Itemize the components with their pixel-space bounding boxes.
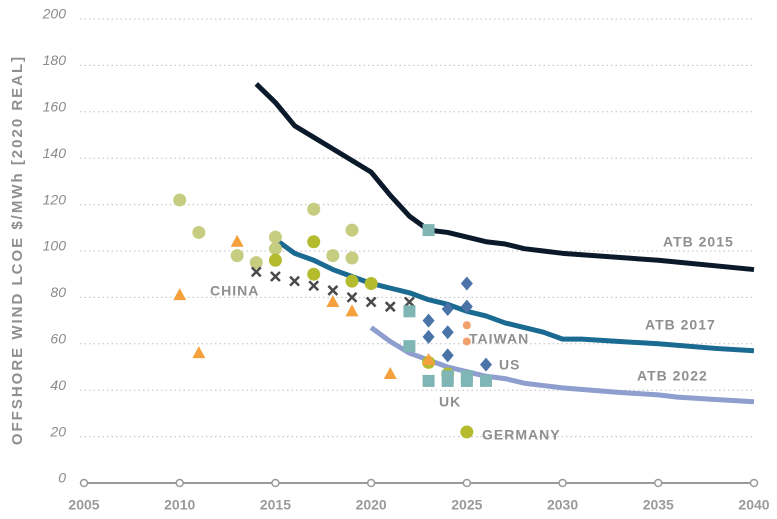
x-tick-label: 2035 bbox=[643, 497, 674, 513]
point bbox=[364, 276, 378, 290]
point bbox=[230, 249, 244, 263]
point bbox=[422, 353, 436, 366]
series-label: ATB 2017 bbox=[645, 317, 716, 333]
y-tick-label: 100 bbox=[43, 238, 67, 254]
point bbox=[462, 321, 471, 330]
point bbox=[422, 329, 435, 344]
y-tick-label: 200 bbox=[42, 6, 67, 22]
point bbox=[268, 230, 282, 244]
x-tick-label: 2025 bbox=[451, 497, 482, 513]
point bbox=[268, 253, 282, 267]
series-label: CHINA bbox=[210, 283, 259, 299]
point bbox=[345, 274, 359, 288]
point bbox=[268, 242, 282, 256]
point bbox=[327, 285, 339, 296]
point bbox=[346, 292, 358, 303]
point bbox=[404, 296, 415, 308]
x-tick-mark bbox=[79, 478, 89, 488]
x-tick-mark bbox=[366, 478, 376, 488]
x-tick-label: 2020 bbox=[356, 497, 387, 513]
point bbox=[308, 280, 320, 292]
point bbox=[383, 366, 397, 379]
point bbox=[326, 249, 340, 263]
point bbox=[460, 370, 473, 383]
y-tick-label: 80 bbox=[50, 284, 66, 300]
y-tick-label: 20 bbox=[49, 423, 66, 439]
point bbox=[441, 348, 454, 363]
point bbox=[441, 370, 454, 383]
point bbox=[441, 302, 454, 316]
point bbox=[230, 234, 244, 247]
x-tick-mark bbox=[462, 478, 472, 488]
point bbox=[365, 296, 377, 308]
point bbox=[460, 425, 474, 439]
point bbox=[307, 202, 321, 216]
y-tick-label: 180 bbox=[43, 52, 67, 68]
point bbox=[441, 325, 454, 340]
series-label: UK bbox=[439, 394, 461, 410]
line bbox=[369, 325, 755, 405]
point bbox=[192, 225, 206, 239]
line bbox=[273, 237, 755, 354]
series-label: TAIWAN bbox=[469, 331, 529, 347]
y-tick-label: 120 bbox=[43, 191, 67, 207]
point bbox=[462, 337, 471, 346]
point bbox=[270, 271, 281, 282]
point bbox=[250, 266, 262, 278]
point bbox=[307, 267, 321, 281]
point bbox=[345, 304, 359, 317]
x-tick-mark bbox=[558, 478, 567, 488]
point bbox=[289, 275, 300, 287]
x-tick-mark bbox=[175, 478, 184, 488]
point bbox=[480, 374, 492, 387]
y-tick-label: 140 bbox=[43, 145, 67, 161]
point bbox=[384, 301, 396, 313]
point bbox=[326, 295, 340, 308]
y-tick-label: 60 bbox=[50, 331, 66, 347]
point bbox=[173, 288, 187, 301]
series-label: US bbox=[499, 357, 520, 373]
point bbox=[192, 346, 206, 359]
point bbox=[422, 374, 435, 387]
series-label: ATB 2015 bbox=[663, 234, 734, 250]
point bbox=[480, 357, 492, 372]
point bbox=[422, 224, 435, 237]
point bbox=[460, 276, 473, 291]
point bbox=[173, 193, 187, 207]
y-tick-label: 0 bbox=[58, 470, 66, 486]
series-label: ATB 2022 bbox=[637, 368, 708, 384]
point bbox=[403, 305, 416, 318]
point bbox=[422, 313, 435, 328]
x-tick-label: 2010 bbox=[164, 497, 195, 513]
series-label: GERMANY bbox=[482, 427, 561, 443]
point bbox=[345, 251, 359, 265]
x-tick-mark bbox=[654, 478, 663, 488]
y-axis-title: OFFSHORE WIND LCOE $/MWh [2020 REAL] bbox=[9, 55, 26, 445]
x-tick-label: 2030 bbox=[547, 497, 578, 513]
y-tick-label: 160 bbox=[43, 99, 67, 115]
point bbox=[307, 235, 321, 249]
x-tick-mark bbox=[749, 478, 759, 488]
y-tick-label: 40 bbox=[50, 377, 66, 393]
x-tick-label: 2015 bbox=[260, 497, 291, 513]
point bbox=[460, 299, 473, 314]
point bbox=[249, 256, 263, 270]
x-tick-mark bbox=[271, 478, 280, 488]
x-tick-label: 2040 bbox=[738, 497, 769, 513]
point bbox=[403, 340, 416, 353]
point bbox=[345, 223, 359, 237]
x-tick-label: 2005 bbox=[68, 497, 99, 513]
